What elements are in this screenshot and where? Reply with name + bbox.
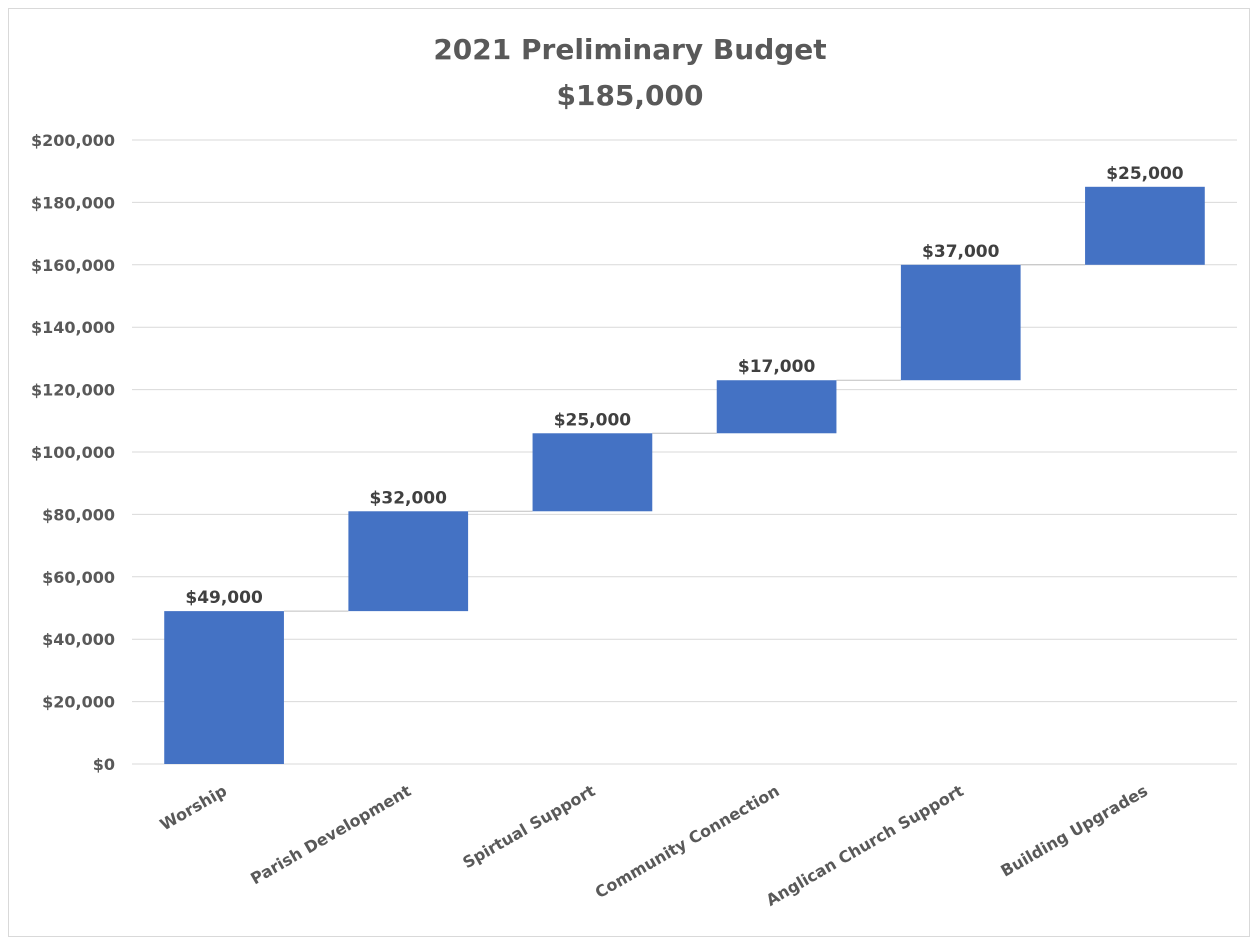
chart-title: 2021 Preliminary Budget <box>433 33 826 66</box>
y-tick-label: $160,000 <box>31 256 115 275</box>
x-category-label: Worship <box>157 781 230 834</box>
y-tick-label: $40,000 <box>42 630 115 649</box>
y-tick-label: $60,000 <box>42 568 115 587</box>
y-tick-label: $100,000 <box>31 443 115 462</box>
waterfall-chart: 2021 Preliminary Budget $185,000 $0 $20,0… <box>31 33 1237 910</box>
chart-frame: 2021 Preliminary Budget $185,000 $0 $20,0… <box>8 8 1250 937</box>
y-tick-label: $140,000 <box>31 318 115 337</box>
connector-lines <box>283 264 1086 612</box>
data-labels: $49,000 $32,000 $25,000 $17,000 $37,000 $25,0… <box>185 164 1183 608</box>
y-tick-label: $200,000 <box>31 131 115 150</box>
data-label: $37,000 <box>922 242 1000 262</box>
bar <box>532 433 653 512</box>
y-tick-label: $20,000 <box>42 693 115 712</box>
data-label: $32,000 <box>370 488 448 508</box>
y-tick-label: $0 <box>93 755 115 774</box>
x-axis-category-labels: Worship Parish Development Spirtual Suppor… <box>157 781 1151 910</box>
bar <box>348 511 469 612</box>
bar <box>716 380 837 434</box>
data-label: $49,000 <box>185 588 263 608</box>
bar <box>1085 186 1205 265</box>
chart-subtitle: $185,000 <box>556 79 703 112</box>
bar <box>164 611 284 764</box>
x-category-label: Community Connection <box>592 781 783 902</box>
y-tick-label: $180,000 <box>31 193 115 212</box>
gridlines <box>132 139 1237 765</box>
data-label: $25,000 <box>554 410 632 430</box>
bars <box>164 186 1205 764</box>
data-label: $17,000 <box>738 357 816 377</box>
x-category-label: Parish Development <box>247 781 414 889</box>
x-category-label: Building Upgrades <box>997 781 1151 881</box>
x-category-label: Anglican Church Support <box>763 781 967 910</box>
bar <box>900 264 1021 381</box>
y-tick-label: $120,000 <box>31 381 115 400</box>
data-label: $25,000 <box>1106 164 1184 184</box>
x-category-label: Spirtual Support <box>459 781 598 872</box>
y-tick-label: $80,000 <box>42 505 115 524</box>
y-axis-tick-labels: $0 $20,000 $40,000 $60,000 $80,000 $100,000 $1… <box>31 131 115 774</box>
